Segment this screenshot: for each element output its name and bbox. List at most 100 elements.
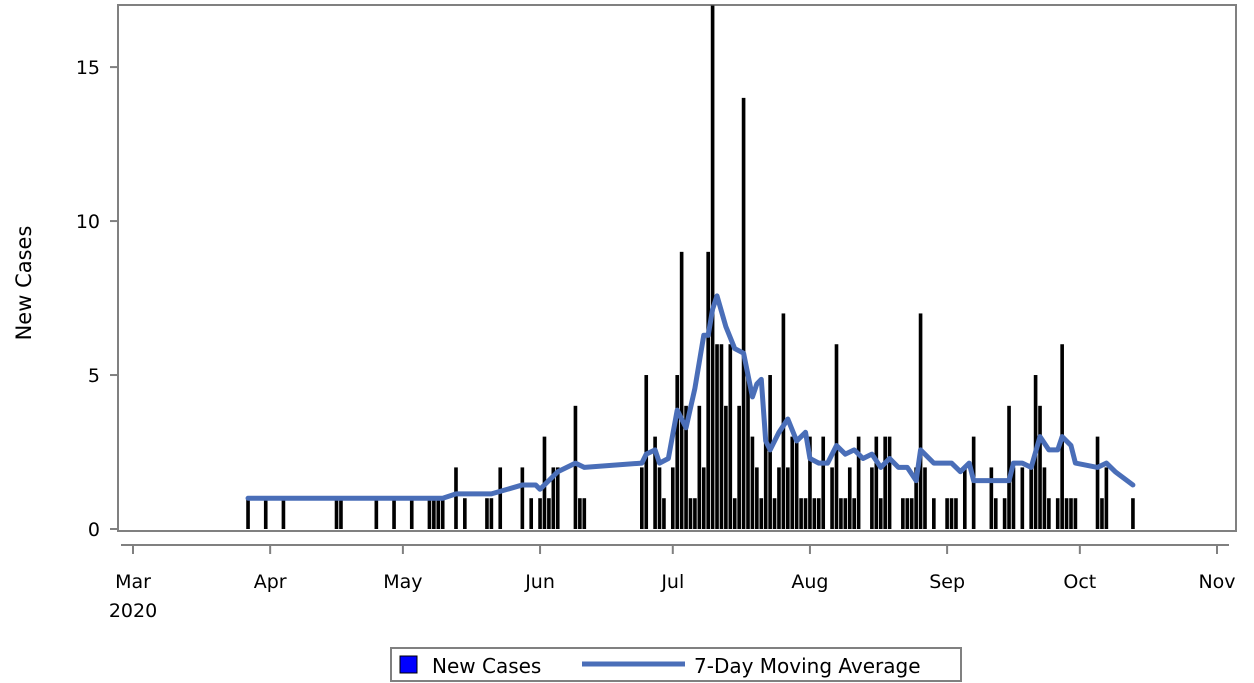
x-tick-label: Jul (660, 571, 684, 593)
bar (1073, 498, 1078, 529)
bar (834, 344, 839, 529)
bar (847, 467, 852, 529)
bar (962, 467, 967, 529)
x-tick-label: Jun (524, 571, 555, 593)
y-tick-label: 15 (76, 57, 100, 79)
bar (573, 405, 578, 529)
y-axis-title: New Cases (12, 226, 36, 341)
bar (392, 498, 396, 529)
bar (741, 97, 746, 529)
bar (1064, 498, 1069, 529)
bar (432, 498, 436, 529)
moving-average-layer (245, 293, 1136, 501)
bar (812, 498, 817, 529)
bar (1002, 498, 1007, 529)
x-axis: Mar 2020 Apr May Jun Jul Aug Sep Oct Nov (109, 544, 1236, 622)
y-tick-label: 0 (88, 519, 100, 541)
bar (945, 498, 949, 529)
bar (684, 405, 688, 529)
bar (1029, 467, 1033, 529)
bar (409, 498, 414, 529)
bar (954, 498, 958, 529)
bar (640, 467, 644, 529)
bar (914, 467, 918, 529)
bar (821, 436, 826, 529)
bar (1095, 436, 1100, 529)
bar (555, 467, 560, 529)
bar (909, 498, 914, 529)
bar (693, 498, 697, 529)
legend-label-moving-average: 7-Day Moving Average (694, 654, 921, 678)
bars-layer (246, 5, 1135, 529)
bar (662, 498, 666, 529)
bar (932, 498, 936, 529)
bar (489, 498, 494, 529)
bar (724, 405, 728, 529)
bar (1038, 405, 1042, 529)
x-tick-label: May (383, 571, 422, 593)
bar (808, 436, 812, 529)
bar (918, 313, 923, 529)
bar (427, 498, 432, 529)
bar (281, 498, 286, 529)
bar (759, 498, 764, 529)
bar (728, 344, 733, 529)
plot-frame (117, 4, 1237, 532)
bar (263, 498, 268, 529)
bar (547, 498, 551, 529)
x-tick-sublabel: 2020 (109, 600, 157, 622)
bar (905, 498, 910, 529)
bar (1042, 467, 1047, 529)
bar (839, 498, 843, 529)
bar (1100, 498, 1104, 529)
bar (852, 498, 857, 529)
bar (1104, 467, 1109, 529)
bar (706, 251, 710, 529)
bar (701, 467, 706, 529)
bar (883, 436, 887, 529)
bar (732, 498, 737, 529)
x-tick-label: Oct (1063, 571, 1096, 593)
bar (529, 498, 534, 529)
x-tick-label: Aug (791, 571, 828, 593)
bar (763, 436, 768, 529)
bar (339, 498, 343, 529)
bar (799, 498, 803, 529)
y-tick-label: 5 (88, 365, 100, 387)
bar (1020, 467, 1025, 529)
x-tick-label: Nov (1198, 571, 1235, 593)
bar (463, 498, 467, 529)
bar (719, 344, 724, 529)
bar (374, 498, 379, 529)
bar (675, 375, 680, 529)
bar (688, 498, 693, 529)
bar (856, 436, 861, 529)
bar (454, 467, 458, 529)
y-tick-label: 10 (76, 211, 100, 233)
bar (786, 467, 790, 529)
bar (1131, 498, 1135, 529)
bar (746, 375, 750, 529)
bar (715, 344, 719, 529)
bar (498, 467, 503, 529)
bar (887, 436, 892, 529)
bar (750, 436, 755, 529)
bar (874, 436, 879, 529)
bar (1007, 405, 1011, 529)
legend-label-new-cases: New Cases (432, 654, 541, 678)
bar (1055, 498, 1060, 529)
bar (772, 498, 777, 529)
bar (878, 498, 883, 529)
x-tick-label: Apr (254, 571, 287, 593)
legend-swatch-new-cases (399, 655, 418, 674)
bar (697, 405, 702, 529)
bar (334, 498, 339, 529)
bar (777, 467, 781, 529)
bar (790, 436, 795, 529)
bar (679, 251, 684, 529)
bar (551, 467, 556, 529)
bar (993, 498, 998, 529)
bar (582, 498, 587, 529)
bar (989, 467, 994, 529)
